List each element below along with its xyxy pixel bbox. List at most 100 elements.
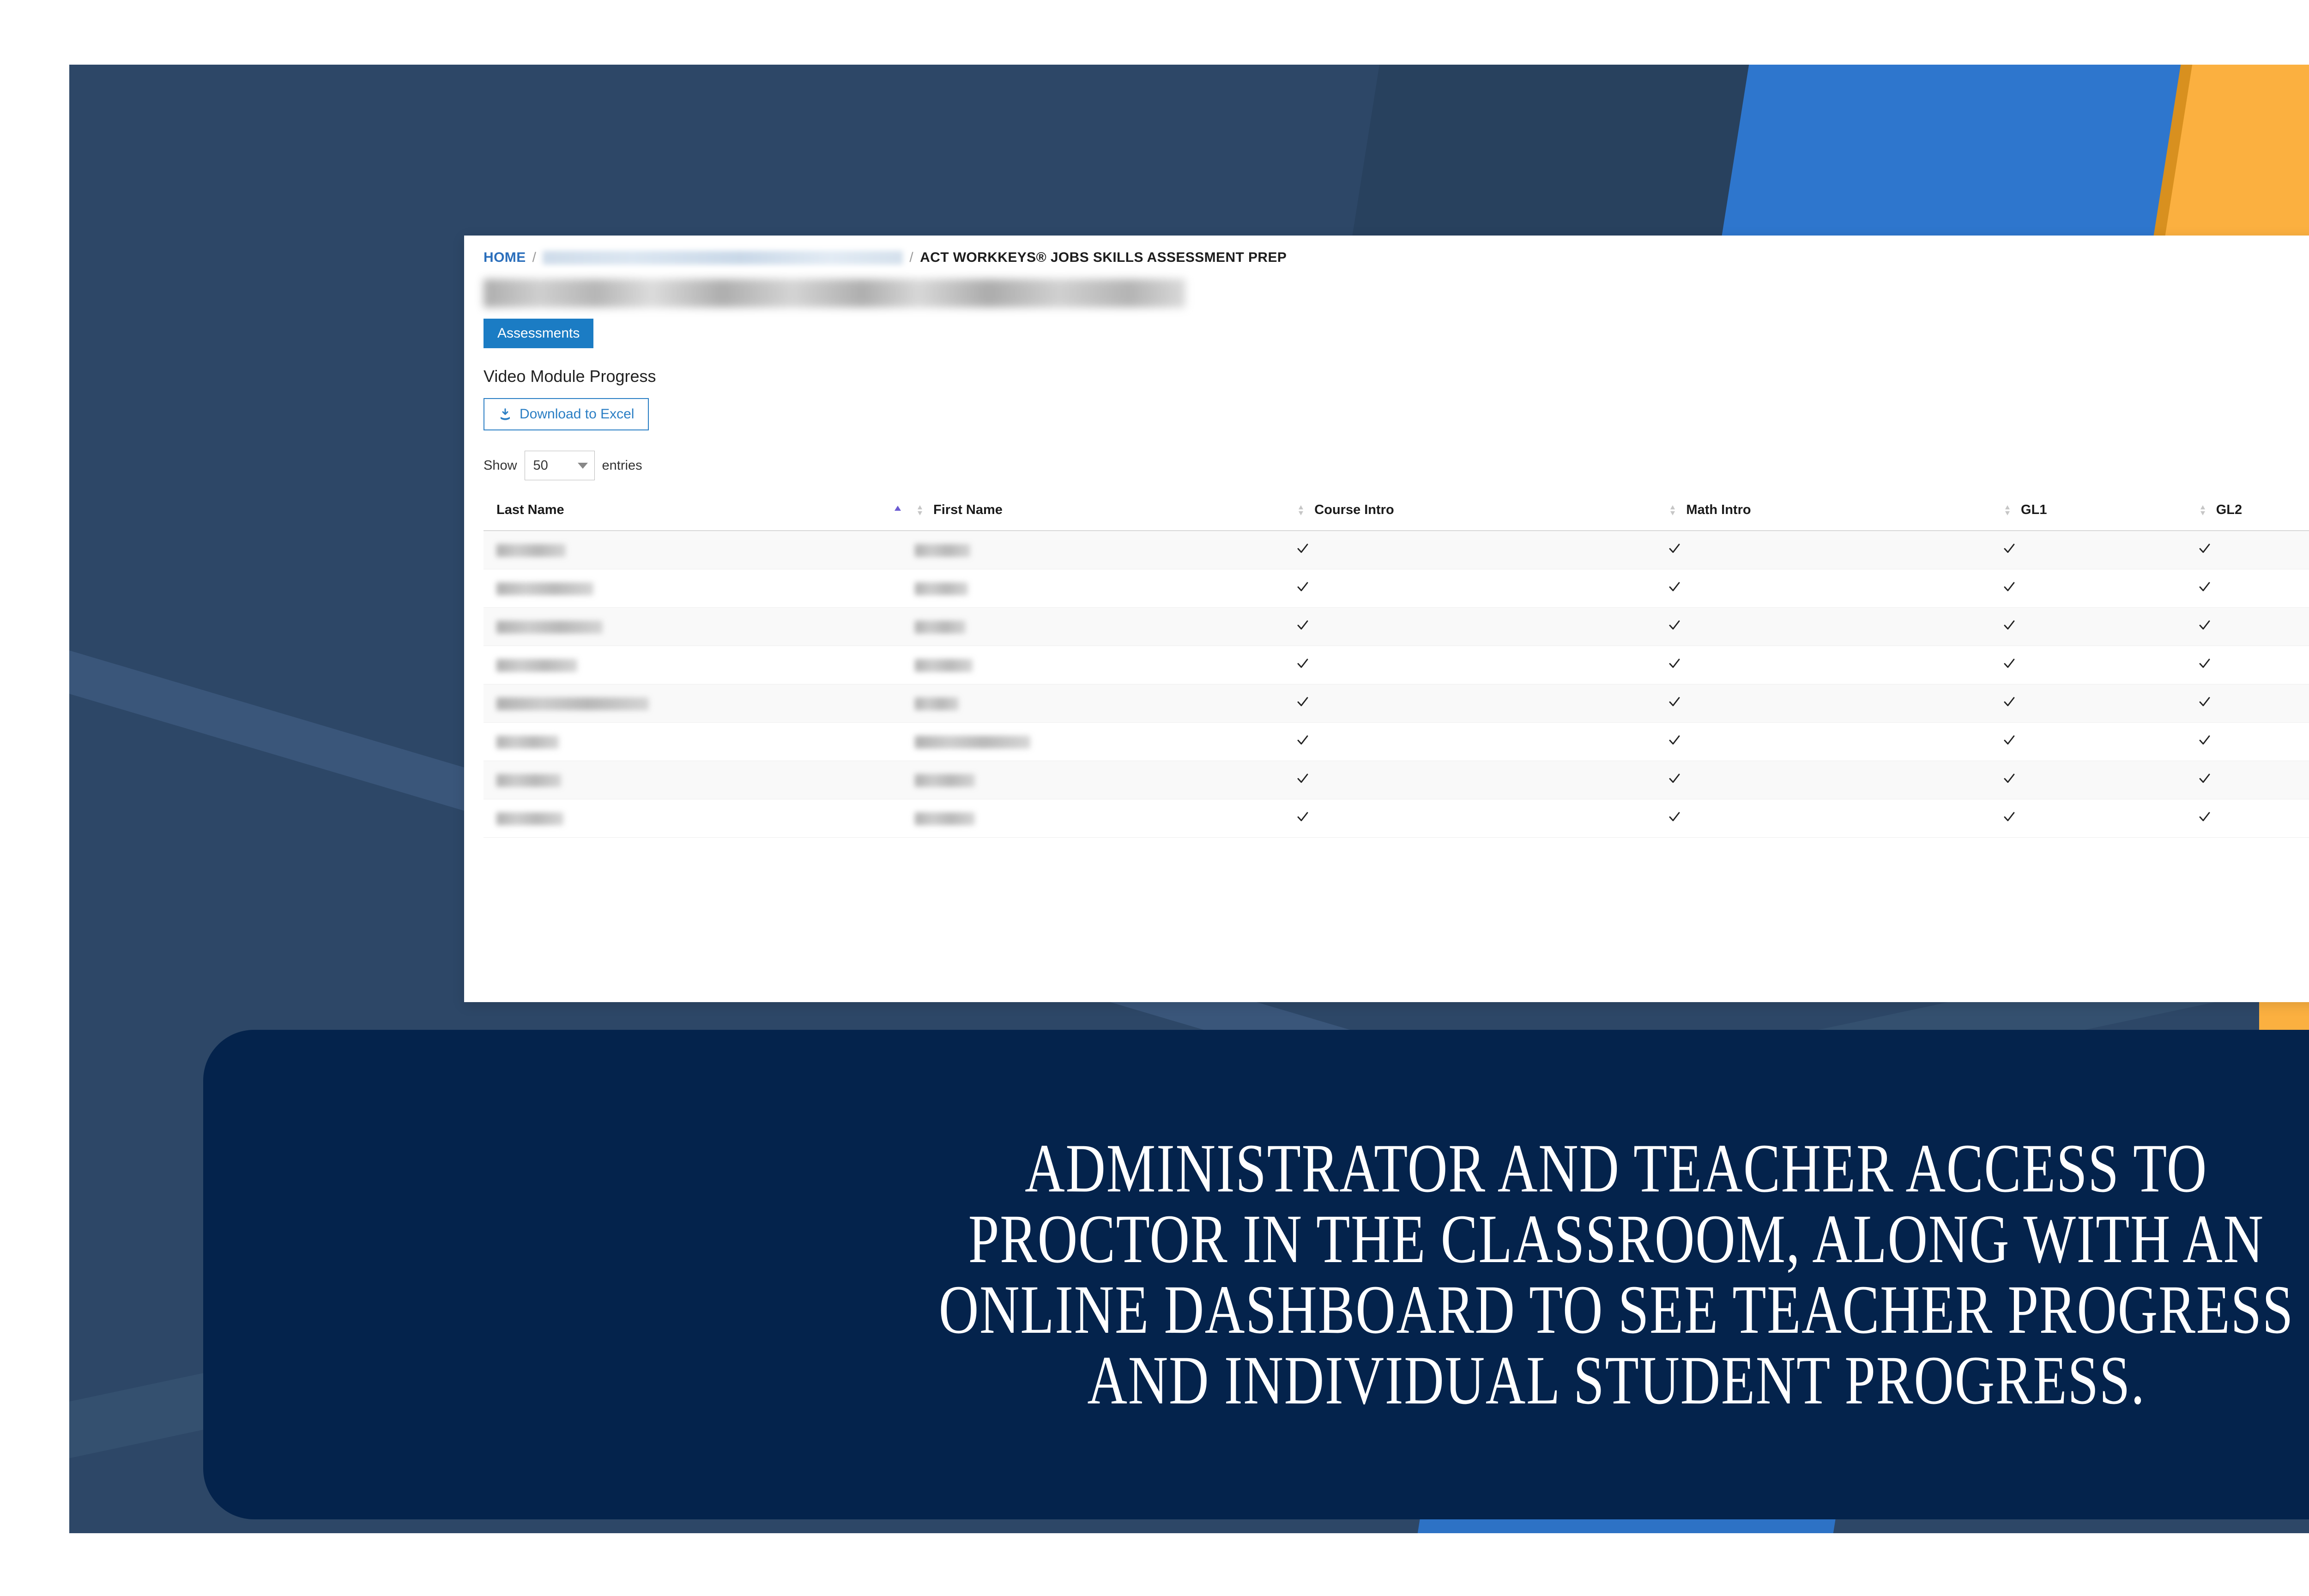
- entries-per-page-value: 50: [533, 458, 548, 473]
- cell-math-intro: [1668, 761, 2002, 800]
- cell-gl1: [2002, 531, 2198, 570]
- cell-math-intro: [1668, 722, 2002, 762]
- redacted-first-name: [914, 736, 1030, 749]
- check-icon: [2004, 697, 2015, 707]
- table-row[interactable]: [484, 799, 2309, 838]
- table-body: 90% 90%: [484, 531, 2309, 838]
- cell-course-intro: [1296, 531, 1668, 570]
- cell-last-name: [484, 646, 915, 685]
- redacted-first-name: [914, 774, 975, 787]
- caption-line-1: ADMINISTRATOR AND TEACHER ACCESS TO: [1025, 1130, 2208, 1207]
- redacted-first-name: [914, 582, 968, 596]
- column-header-gl2-label: GL2: [2216, 502, 2243, 517]
- column-header-gl1[interactable]: GL1: [2002, 492, 2198, 532]
- check-icon: [1669, 812, 1680, 822]
- cell-first-name: [914, 531, 1296, 570]
- table-row[interactable]: [484, 722, 2309, 762]
- redacted-first-name: [914, 621, 966, 634]
- check-icon: [2199, 620, 2210, 630]
- cell-math-intro: [1668, 799, 2002, 838]
- column-header-course-intro[interactable]: Course Intro: [1296, 492, 1668, 532]
- check-icon: [2199, 659, 2210, 668]
- cell-course-intro: [1296, 684, 1668, 723]
- tab-assessments[interactable]: Assessments: [484, 319, 594, 348]
- breadcrumb-separator: /: [532, 250, 537, 265]
- cell-gl2: [2197, 684, 2309, 723]
- download-to-excel-button[interactable]: Download to Excel: [484, 398, 649, 430]
- check-icon: [1669, 774, 1680, 783]
- redacted-last-name: [496, 812, 563, 826]
- breadcrumb-redacted-org[interactable]: [543, 251, 903, 265]
- cell-gl2: [2197, 569, 2309, 608]
- cell-math-intro: [1668, 531, 2002, 570]
- check-icon: [2199, 774, 2210, 783]
- sort-ascending-icon: [894, 506, 901, 511]
- table-controls: Show 50 entries Search:: [484, 451, 2309, 480]
- table-header: Last Name First Name: [484, 492, 2309, 532]
- redacted-last-name: [496, 659, 577, 672]
- column-header-first-name-label: First Name: [933, 502, 1003, 517]
- table-row[interactable]: [484, 684, 2309, 723]
- check-icon: [1669, 735, 1680, 745]
- table-row[interactable]: [484, 646, 2309, 685]
- redacted-first-name: [914, 659, 973, 672]
- cell-course-intro: [1296, 761, 1668, 800]
- redacted-first-name: [914, 544, 970, 557]
- check-icon: [2004, 620, 2015, 630]
- column-header-gl2[interactable]: GL2: [2197, 492, 2309, 532]
- cell-course-intro: [1296, 646, 1668, 685]
- cell-gl2: [2197, 799, 2309, 838]
- dashboard-screenshot: HOME / / ACT WORKKEYS® JOBS SKILLS ASSES…: [464, 236, 2309, 1002]
- table-row[interactable]: 90%: [484, 607, 2309, 647]
- entries-per-page-select[interactable]: 50: [524, 451, 595, 480]
- check-icon: [2199, 582, 2210, 592]
- column-header-math-intro[interactable]: Math Intro: [1668, 492, 2002, 532]
- check-icon: [1297, 697, 1308, 707]
- check-icon: [2004, 735, 2015, 745]
- sort-both-icon: [1299, 505, 1304, 516]
- table-row[interactable]: [484, 761, 2309, 800]
- table-row[interactable]: 90%: [484, 531, 2309, 570]
- sort-both-icon: [2005, 505, 2010, 516]
- cell-first-name: [914, 607, 1296, 647]
- download-to-excel-label: Download to Excel: [520, 406, 635, 422]
- check-icon: [1669, 544, 1680, 553]
- cell-math-intro: [1668, 607, 2002, 647]
- column-header-first-name[interactable]: First Name: [914, 492, 1296, 532]
- cell-last-name: [484, 761, 915, 800]
- redacted-first-name: [914, 697, 959, 711]
- breadcrumb-home-link[interactable]: HOME: [484, 250, 526, 265]
- check-icon: [2004, 659, 2015, 668]
- cell-gl1: [2002, 684, 2198, 723]
- cell-first-name: [914, 799, 1296, 838]
- check-icon: [1297, 620, 1308, 630]
- check-icon: [1297, 582, 1308, 592]
- check-icon: [1297, 774, 1308, 783]
- caption-banner: ADMINISTRATOR AND TEACHER ACCESS TO PROC…: [203, 1030, 2309, 1519]
- check-icon: [1297, 812, 1308, 822]
- redacted-first-name: [914, 812, 975, 826]
- show-label: Show: [484, 458, 517, 473]
- check-icon: [1669, 697, 1680, 707]
- column-header-math-intro-label: Math Intro: [1686, 502, 1751, 517]
- check-icon: [2199, 812, 2210, 822]
- cell-gl1: [2002, 761, 2198, 800]
- cell-math-intro: [1668, 646, 2002, 685]
- cell-last-name: [484, 569, 915, 608]
- redacted-last-name: [496, 736, 559, 749]
- column-header-last-name[interactable]: Last Name: [484, 492, 915, 532]
- check-icon: [2004, 582, 2015, 592]
- table-row[interactable]: [484, 569, 2309, 608]
- breadcrumb-separator-2: /: [909, 250, 914, 265]
- cell-last-name: [484, 799, 915, 838]
- section-heading-video-module-progress: Video Module Progress: [484, 367, 656, 386]
- cell-last-name: [484, 684, 915, 723]
- column-header-last-name-label: Last Name: [496, 502, 564, 518]
- sort-both-icon: [2200, 505, 2205, 516]
- cell-course-intro: [1296, 607, 1668, 647]
- check-icon: [1669, 582, 1680, 592]
- check-icon: [1297, 544, 1308, 553]
- check-icon: [1297, 659, 1308, 668]
- cell-gl2: [2197, 722, 2309, 762]
- cell-last-name: [484, 531, 915, 570]
